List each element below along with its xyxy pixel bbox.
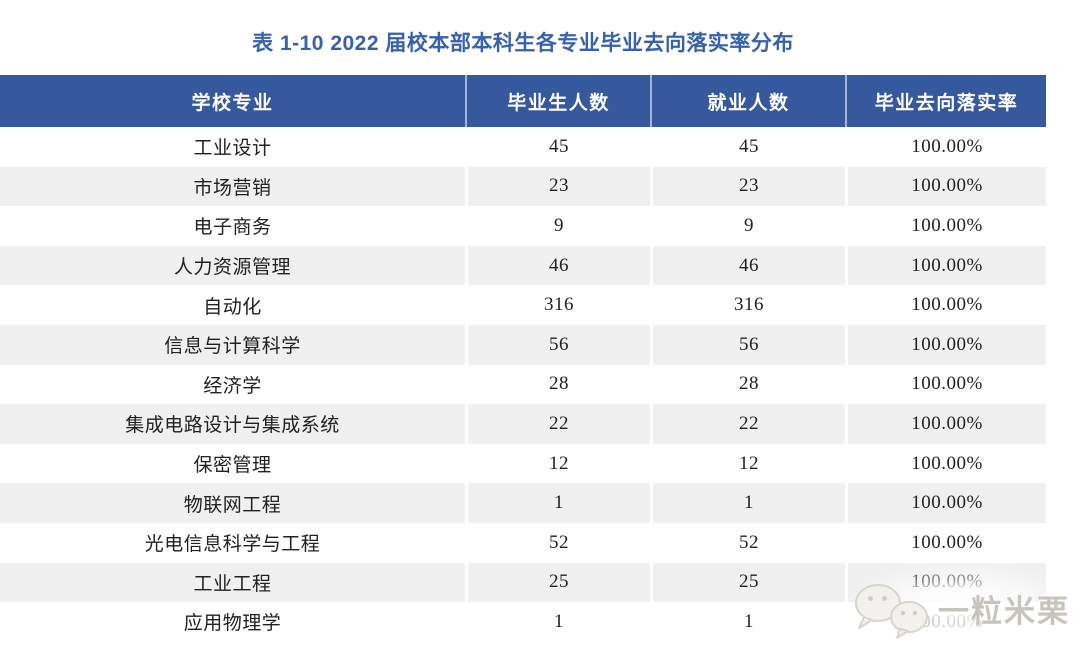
major-cell: 保密管理	[193, 455, 272, 477]
major-cell: 物联网工程	[183, 494, 282, 516]
graduates-cell: 28	[465, 364, 650, 405]
rate-cell: 100.00%	[845, 404, 1046, 444]
major-cell: 光电信息科学与工程	[144, 534, 321, 556]
employed-cell: 316	[650, 285, 845, 325]
table-row: 自动化 316 316 100.00%	[0, 285, 1046, 325]
major-cell: 应用物理学	[183, 613, 282, 635]
employed-cell: 46	[650, 245, 845, 286]
major-cell: 信息与计算科学	[164, 336, 301, 358]
table-row: 市场营销 23 23 100.00%	[0, 166, 1046, 207]
major-cell: 人力资源管理	[173, 257, 291, 279]
table-row: 电子商务 9 9 100.00%	[0, 206, 1046, 246]
major-cell: 工业工程	[193, 573, 272, 595]
header-cell-rate: 毕业去向落实率	[845, 75, 1046, 127]
employed-cell: 23	[650, 166, 845, 207]
rate-cell: 100.00%	[845, 522, 1046, 563]
table-row: 集成电路设计与集成系统 22 22 100.00%	[0, 404, 1046, 444]
table-row: 保密管理 12 12 100.00%	[0, 443, 1046, 484]
table-row: 工业设计 45 45 100.00%	[0, 127, 1046, 167]
rate-cell: 100.00%	[845, 443, 1046, 484]
graduates-cell: 23	[465, 166, 650, 207]
employed-cell: 52	[650, 522, 845, 563]
table-body: 工业设计 45 45 100.00% 市场营销 23 23 100.00% 电子商务 9 9 100.…	[0, 127, 1046, 642]
rate-cell: 100.00%	[845, 245, 1046, 286]
employed-cell: 45	[650, 127, 845, 167]
header-cell-major: 学校专业	[191, 92, 274, 114]
rate-cell: 100.00%	[845, 602, 1046, 642]
graduates-cell: 12	[465, 443, 650, 484]
header-cell-graduates: 毕业生人数	[465, 75, 650, 127]
rate-cell: 100.00%	[845, 324, 1046, 365]
header-cell-employed: 就业人数	[650, 75, 845, 127]
graduates-cell: 45	[465, 127, 650, 167]
table-row: 工业工程 25 25 100.00%	[0, 562, 1046, 603]
graduates-cell: 56	[465, 324, 650, 365]
graduates-cell: 22	[465, 404, 650, 444]
employed-cell: 56	[650, 324, 845, 365]
major-cell: 工业设计	[193, 138, 272, 160]
table-row: 应用物理学 1 1 100.00%	[0, 602, 1046, 642]
major-cell: 自动化	[203, 296, 262, 318]
employed-cell: 22	[650, 404, 845, 444]
table-header-row: 学校专业 毕业生人数 就业人数 毕业去向落实率	[0, 75, 1046, 127]
graduates-cell: 1	[465, 483, 650, 523]
rate-cell: 100.00%	[845, 206, 1046, 246]
employed-cell: 1	[650, 483, 845, 523]
table-row: 经济学 28 28 100.00%	[0, 364, 1046, 405]
employed-cell: 25	[650, 562, 845, 603]
rate-cell: 100.00%	[845, 127, 1046, 167]
table-row: 物联网工程 1 1 100.00%	[0, 483, 1046, 523]
major-cell: 集成电路设计与集成系统	[125, 415, 340, 437]
graduates-cell: 25	[465, 562, 650, 603]
graduates-cell: 316	[465, 285, 650, 325]
major-cell: 电子商务	[193, 217, 272, 239]
rate-cell: 100.00%	[845, 562, 1046, 603]
rate-cell: 100.00%	[845, 166, 1046, 207]
graduates-cell: 52	[465, 522, 650, 563]
employed-cell: 1	[650, 602, 845, 642]
graduates-cell: 9	[465, 206, 650, 246]
employment-rate-table: 学校专业 毕业生人数 就业人数 毕业去向落实率 工业设计 45 45 100.00% 市…	[0, 75, 1046, 642]
table-title: 表 1-10 2022 届校本部本科生各专业毕业去向落实率分布	[252, 32, 794, 55]
graduates-cell: 1	[465, 602, 650, 642]
rate-cell: 100.00%	[845, 483, 1046, 523]
major-cell: 经济学	[203, 375, 262, 397]
table-row: 信息与计算科学 56 56 100.00%	[0, 324, 1046, 365]
table-row: 光电信息科学与工程 52 52 100.00%	[0, 522, 1046, 563]
employed-cell: 28	[650, 364, 845, 405]
employed-cell: 9	[650, 206, 845, 246]
table-row: 人力资源管理 46 46 100.00%	[0, 245, 1046, 286]
rate-cell: 100.00%	[845, 364, 1046, 405]
major-cell: 市场营销	[193, 177, 272, 199]
rate-cell: 100.00%	[845, 285, 1046, 325]
graduates-cell: 46	[465, 245, 650, 286]
employed-cell: 12	[650, 443, 845, 484]
